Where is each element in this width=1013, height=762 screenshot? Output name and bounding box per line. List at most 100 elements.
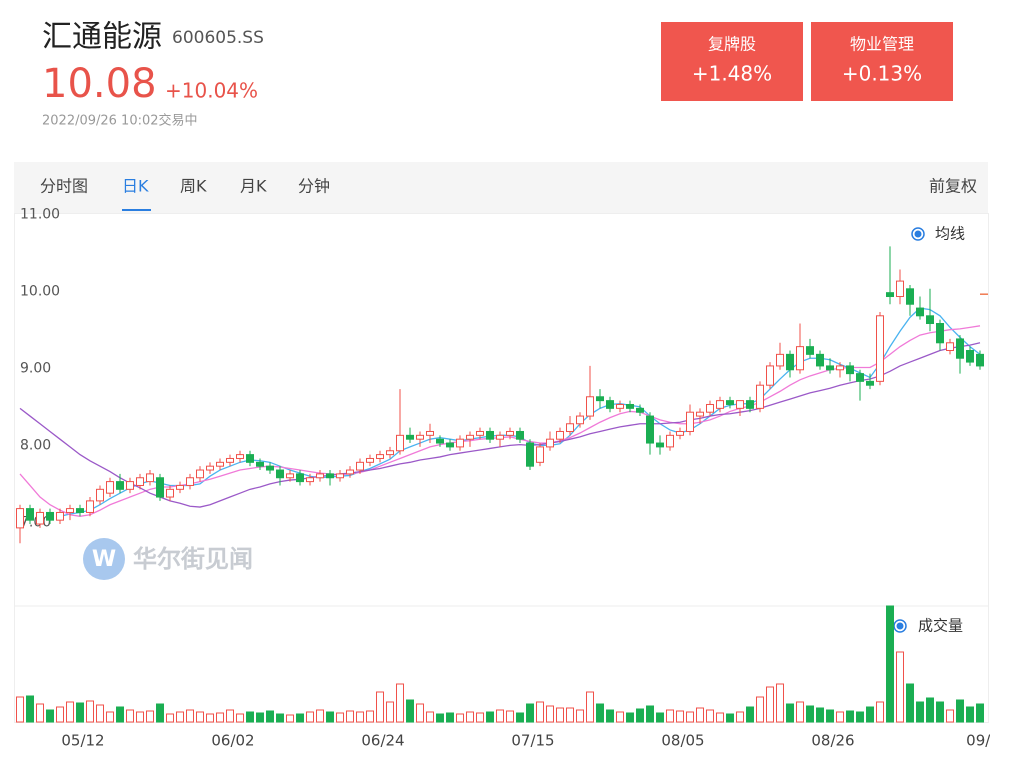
volume-bar [376,691,384,723]
volume-bar [756,696,764,723]
tag-change[interactable]: +0.13% [842,62,922,86]
candle-body [96,488,104,502]
volume-bar [596,703,604,723]
volume-bar [666,709,674,723]
candle-body [36,511,44,525]
candle-body [586,396,594,417]
volume-bar [496,709,504,723]
ma-line [59,307,981,517]
adjust[interactable]: 前复权 [929,177,977,196]
legend-label[interactable]: 成交量 [918,617,963,635]
candle-body [16,508,24,529]
tag[interactable] [661,22,803,101]
tab[interactable]: 分钟 [298,177,330,196]
volume-bar [946,709,954,723]
volume-bar [396,683,404,723]
volume-bar [176,711,184,723]
candle-body [816,353,824,367]
price: 10.08 [42,61,157,107]
volume-bar [656,712,664,723]
volume-bar [956,699,964,723]
candle-body [506,430,514,436]
volume-bar [16,696,24,723]
tab[interactable]: 日K [122,177,149,196]
volume-bar [926,697,934,723]
volume-bar [276,713,284,723]
watermark-logo-letter: W [92,547,116,572]
candle-body [976,353,984,367]
volume-bar [406,699,414,723]
volume-bar [266,710,274,723]
volume-bar [426,711,434,723]
legend-radio-dot[interactable] [896,622,904,630]
tag-change[interactable]: +1.48% [692,62,772,86]
volume-bar [456,713,464,723]
volume-bar [236,713,244,723]
volume-bar [446,712,454,723]
x-tick-label: 08/26 [811,732,854,750]
volume-bar [766,686,774,723]
volume-bar [606,709,614,723]
candle-body [786,353,794,371]
candle-body [636,407,644,413]
watermark-logo [83,538,125,580]
volume-bar [306,711,314,723]
candle-body [66,508,74,513]
volume-bar [106,711,114,723]
candle-body [776,353,784,367]
candle-body [56,511,64,521]
volume-bar [196,711,204,723]
volume-bar [296,713,304,723]
candle-body [136,477,144,486]
volume-bar [476,712,484,723]
volume-bar [736,711,744,723]
candle-body [916,307,924,317]
volume-bar [896,651,904,723]
candle-body [686,411,694,432]
candle-body [196,469,204,479]
candle-body [156,477,164,498]
candle-body [166,488,174,498]
candle-body [76,508,84,513]
tab[interactable]: 周K [180,177,207,196]
candle-body [796,346,804,371]
candle-body [526,442,534,467]
candle-body [536,446,544,463]
volume-bar [486,711,494,723]
volume-bar [636,708,644,723]
x-tick-label: 07/15 [511,732,554,750]
volume-bar [166,713,174,723]
tag-name[interactable]: 物业管理 [850,35,914,54]
volume-bar [526,703,534,723]
candle-body [946,342,954,352]
candle-body [576,415,584,425]
candle-body [326,473,334,479]
candle-body [416,434,424,440]
candle-body [746,400,754,409]
tag[interactable] [811,22,953,101]
candle-body [696,411,704,417]
volume-bar [576,709,584,723]
volume-bar [966,706,974,723]
volume-bar [536,701,544,723]
volume-bar [326,711,334,723]
candle-body [396,434,404,452]
legend-radio-dot[interactable] [914,230,922,238]
candle-body [666,434,674,448]
x-tick-label: 09/2 [966,732,1000,750]
tab[interactable]: 月K [240,177,267,196]
tab[interactable]: 分时图 [40,177,88,196]
volume-bar [706,709,714,723]
candle-body [486,430,494,440]
volume-bar [336,712,344,723]
candle-body [596,396,604,402]
volume-bar [516,712,524,723]
candle-body [116,481,124,490]
volume-bar [626,712,634,723]
watermark: 华尔街见闻 [133,545,253,573]
legend-label[interactable]: 均线 [935,225,965,243]
candle-body [966,350,974,363]
volume-bar [796,701,804,723]
volume-bar [466,711,474,723]
tag-name[interactable]: 复牌股 [708,35,756,54]
